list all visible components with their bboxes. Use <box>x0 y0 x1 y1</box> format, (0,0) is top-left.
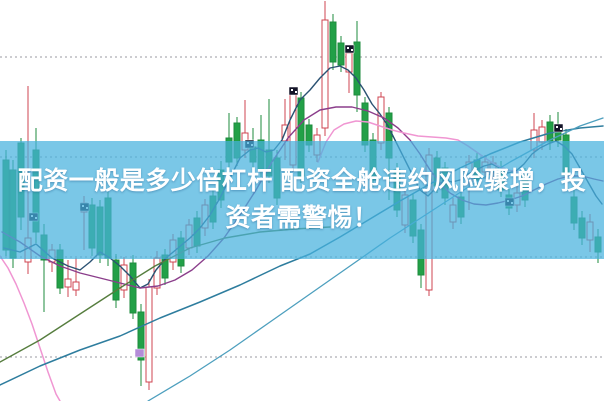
marker-dot <box>347 47 349 49</box>
candle-up <box>120 264 128 291</box>
marker-dot <box>291 89 293 91</box>
marker-dot <box>556 126 558 128</box>
candle-down <box>329 21 337 63</box>
dark-flag-marker-icon <box>288 86 299 96</box>
marker-dot <box>351 49 353 51</box>
candle-up <box>64 278 72 288</box>
dark-flag-marker-icon <box>553 123 564 133</box>
candle-down <box>137 311 145 361</box>
candle-up <box>72 281 80 291</box>
purple-flag-marker-icon <box>134 348 145 358</box>
candle-down <box>112 259 120 301</box>
candle-up <box>321 19 329 129</box>
candle-up <box>377 96 385 144</box>
candle-down <box>337 42 345 66</box>
candle-up <box>145 286 153 383</box>
headline-banner: 配资一般是多少倍杠杆 配资全舱违约风险骤增，投 资者需警惕！ <box>0 141 604 259</box>
marker-dot <box>295 91 297 93</box>
headline-line-1: 配资一般是多少倍杠杆 配资全舱违约风险骤增，投 <box>17 167 587 195</box>
ma-pink-left <box>0 255 61 401</box>
candle-down <box>353 41 361 96</box>
marker-dot <box>560 128 562 130</box>
candle-down <box>129 262 137 314</box>
dark-flag-marker-icon <box>344 44 355 54</box>
headline-line-2: 资者需警惕！ <box>225 204 379 232</box>
